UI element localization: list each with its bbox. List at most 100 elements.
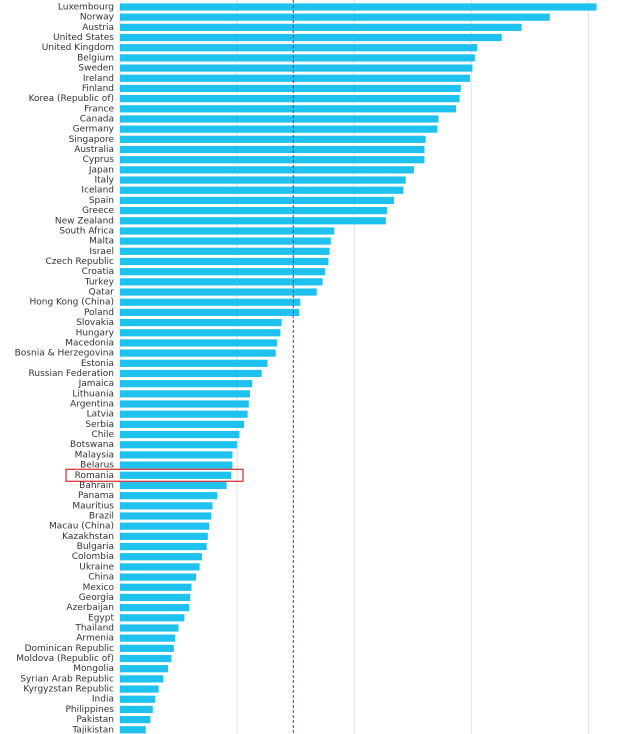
y-tick-label: Kyrgyzstan Republic (23, 685, 114, 695)
bar (120, 135, 426, 143)
y-tick-label: Estonia (81, 359, 114, 369)
y-tick-label: Philippines (66, 705, 115, 715)
bar (120, 369, 262, 378)
bar (120, 644, 174, 652)
bar (120, 675, 164, 683)
bar (120, 695, 156, 703)
bar (120, 318, 282, 327)
y-tick-label: Malaysia (75, 450, 114, 460)
bar (120, 105, 457, 113)
y-tick-label: Pakistan (76, 715, 114, 725)
bar (120, 156, 425, 164)
bar (120, 451, 233, 459)
bar (120, 481, 227, 490)
bar (120, 84, 461, 93)
bar (120, 278, 323, 286)
y-tick-label: Brazil (89, 512, 114, 522)
y-tick-label: Lithuania (72, 389, 114, 399)
y-tick-label: Iceland (81, 186, 114, 196)
y-tick-label: Bosnia & Herzegovina (15, 349, 114, 359)
bar (120, 13, 550, 21)
y-tick-label: Chile (91, 430, 114, 440)
y-tick-label: India (92, 695, 114, 705)
y-tick-label: Greece (82, 206, 114, 216)
bar (120, 400, 249, 408)
y-tick-label: Finland (82, 84, 114, 94)
bar (120, 573, 197, 581)
y-tick-label: Belarus (80, 461, 114, 471)
y-tick-label: Argentina (70, 400, 114, 410)
bar (120, 349, 276, 357)
highlight-box (65, 468, 244, 482)
y-tick-label: Botswana (70, 440, 114, 450)
bar (120, 166, 414, 174)
y-tick-label: Israel (89, 247, 114, 257)
bar (120, 634, 176, 642)
y-tick-label: United States (53, 33, 114, 43)
y-tick-label: Thailand (74, 623, 114, 633)
y-tick-label: Qatar (89, 288, 115, 298)
bar (120, 339, 277, 347)
bar (120, 257, 329, 266)
bar (120, 145, 425, 154)
y-tick-label: Azerbaijan (66, 603, 114, 613)
bar (120, 54, 475, 62)
y-tick-label: France (84, 104, 114, 114)
bar (120, 502, 213, 510)
bar (120, 237, 331, 245)
y-tick-label: Germany (73, 125, 115, 135)
bar (120, 186, 404, 194)
bar (120, 125, 438, 133)
bar (120, 726, 146, 734)
bar (120, 268, 325, 276)
bar (120, 563, 200, 571)
bar (120, 3, 597, 11)
bar (120, 593, 191, 602)
bar (120, 522, 209, 530)
y-tick-label: Belgium (77, 53, 114, 63)
y-tick-label: Syrian Arab Republic (20, 674, 114, 684)
y-tick-label: Russian Federation (29, 369, 114, 379)
bar (120, 380, 253, 388)
y-tick-label: Romania (75, 471, 114, 481)
bar (120, 614, 185, 622)
y-tick-label: South Africa (59, 226, 114, 236)
y-tick-label: Kazakhstan (62, 532, 114, 542)
bar (120, 542, 207, 551)
y-tick-label: Mongolia (73, 664, 114, 674)
bar (120, 23, 522, 31)
y-tick-label: Singapore (69, 135, 115, 145)
y-tick-label: Canada (80, 114, 114, 124)
y-tick-label: Poland (84, 308, 114, 318)
bar (120, 553, 202, 561)
bar (120, 654, 172, 663)
bar (120, 532, 208, 540)
y-tick-label: Colombia (72, 552, 114, 562)
y-tick-label: Mexico (83, 583, 115, 593)
bar (120, 705, 153, 714)
bar (120, 64, 473, 72)
bar (120, 176, 406, 184)
y-tick-label: Korea (Republic of) (29, 94, 114, 104)
bar (120, 390, 250, 398)
y-tick-label: Armenia (76, 634, 114, 644)
bar (120, 583, 192, 591)
bar (120, 471, 232, 479)
bar (120, 308, 300, 316)
bar (120, 33, 502, 42)
bar (120, 74, 471, 82)
bar (120, 461, 233, 469)
bar (120, 95, 460, 103)
bar (120, 716, 151, 724)
y-tick-label: Ireland (83, 74, 114, 84)
y-tick-label: Macedonia (65, 338, 114, 348)
y-tick-label: Sweden (78, 64, 114, 74)
y-tick-label: Croatia (82, 267, 114, 277)
bar (120, 420, 245, 428)
y-tick-label: United Kingdom (42, 43, 114, 53)
bar (120, 288, 317, 296)
bar (120, 217, 386, 225)
bar (120, 359, 268, 367)
bar (120, 329, 281, 337)
